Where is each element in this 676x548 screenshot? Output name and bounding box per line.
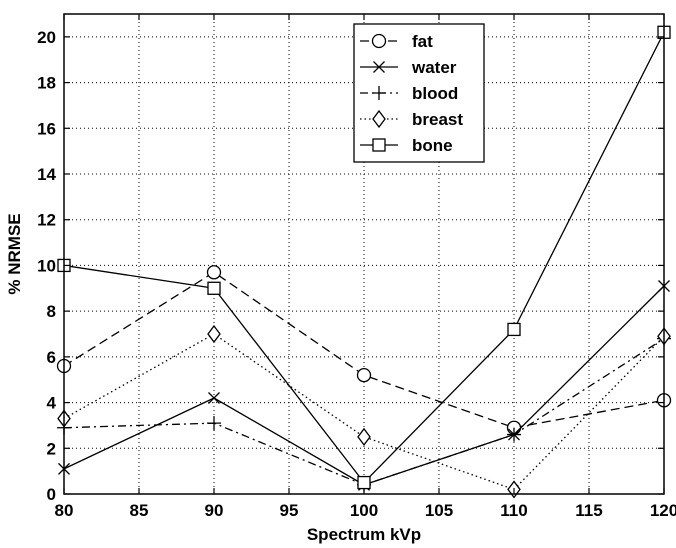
fat-marker	[356, 367, 372, 383]
x-tick-label: 100	[350, 501, 378, 520]
legend-item-water: water	[360, 58, 457, 77]
legend-label: blood	[412, 84, 458, 103]
breast-marker	[207, 324, 221, 344]
legend: fat water blood breast bone	[353, 23, 485, 163]
series-blood	[57, 331, 671, 492]
y-tick-label: 18	[37, 74, 56, 93]
y-tick-label: 14	[37, 165, 56, 184]
y-axis-label: % NRMSE	[5, 213, 24, 294]
y-tick-label: 6	[47, 348, 56, 367]
x-tick-label: 115	[575, 501, 602, 520]
y-tick-label: 10	[37, 256, 56, 275]
legend-water-marker	[373, 61, 385, 73]
blood-marker	[207, 416, 221, 431]
legend-fat-marker	[371, 33, 387, 49]
legend-breast-marker	[372, 109, 386, 129]
water-line	[63, 285, 665, 486]
legend-item-breast: breast	[360, 109, 463, 129]
legend-label: water	[411, 58, 457, 77]
y-tick-label: 0	[47, 485, 56, 504]
x-tick-label: 90	[205, 501, 224, 520]
y-tick-label: 16	[37, 119, 56, 138]
axis-ticks: 80 85 90 95 100 105 110 115 120 0 2 4 6 8 10 12 14 16 18 20	[37, 14, 676, 520]
y-tick-label: 4	[47, 394, 57, 413]
y-tick-label: 2	[47, 439, 56, 458]
legend-label: bone	[412, 136, 453, 155]
legend-item-bone: bone	[360, 136, 453, 155]
fat-marker	[206, 265, 222, 280]
legend-label: fat	[412, 32, 433, 51]
series-layer	[56, 25, 672, 499]
x-tick-label: 110	[500, 501, 527, 520]
x-tick-label: 120	[650, 501, 676, 520]
bone-marker	[507, 322, 521, 337]
legend-item-blood: blood	[360, 84, 458, 103]
legend-blood-marker	[372, 86, 386, 100]
legend-item-fat: fat	[360, 32, 433, 51]
breast-marker	[357, 427, 371, 446]
blood-marker	[507, 427, 521, 442]
legend-label: breast	[412, 110, 463, 129]
y-tick-label: 8	[47, 302, 56, 321]
y-tick-label: 12	[37, 211, 56, 230]
y-tick-label: 20	[37, 28, 56, 47]
series-breast	[57, 324, 671, 499]
x-tick-label: 85	[130, 501, 149, 520]
x-tick-label: 80	[55, 501, 74, 520]
bone-marker	[357, 475, 371, 490]
water-marker	[208, 392, 220, 404]
x-axis-label: Spectrum kVp	[307, 525, 421, 544]
legend-bone-marker	[372, 138, 386, 152]
x-tick-label: 105	[425, 501, 453, 520]
bone-marker	[207, 281, 221, 295]
x-tick-label: 95	[280, 501, 299, 520]
